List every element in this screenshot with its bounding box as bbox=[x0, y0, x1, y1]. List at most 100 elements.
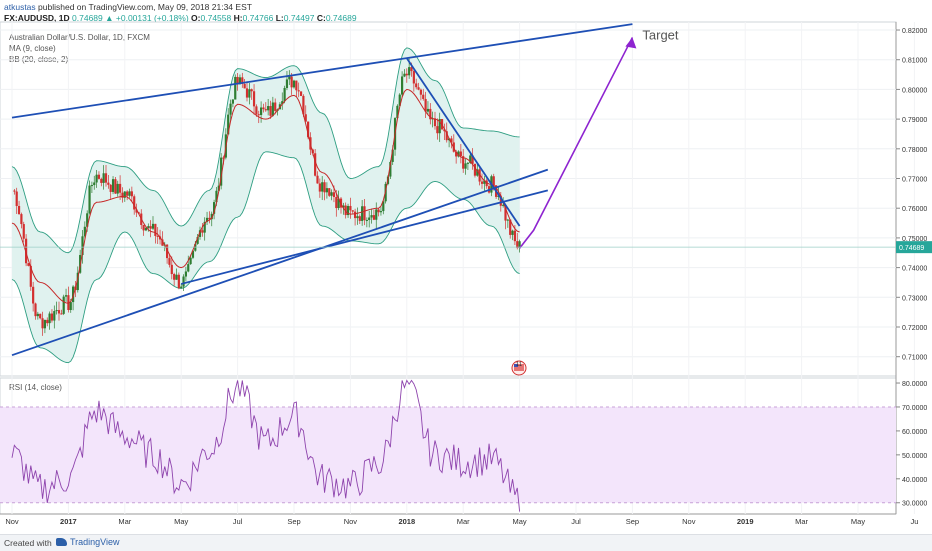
candle-body bbox=[229, 103, 232, 115]
candle-body bbox=[349, 205, 352, 211]
candle-body bbox=[231, 99, 234, 104]
candle-body bbox=[502, 204, 505, 206]
candle-body bbox=[41, 318, 44, 329]
candle-body bbox=[67, 295, 70, 310]
tradingview-logo[interactable]: TradingView bbox=[56, 537, 120, 547]
candle-body bbox=[351, 210, 354, 212]
candle-body bbox=[187, 264, 190, 272]
candle-body bbox=[480, 181, 484, 184]
x-tick-label: May bbox=[513, 517, 527, 526]
candle-body bbox=[121, 192, 124, 198]
candle-body bbox=[377, 209, 380, 213]
candle-body bbox=[252, 91, 256, 107]
candle-body bbox=[462, 156, 465, 169]
candle-body bbox=[504, 204, 507, 221]
x-tick-label: Mar bbox=[795, 517, 808, 526]
candle-body bbox=[509, 219, 512, 235]
rsi-tick-label: 70.0000 bbox=[902, 405, 927, 412]
price-tick-label: 0.71000 bbox=[902, 355, 927, 362]
candle-body bbox=[398, 94, 401, 106]
trendline bbox=[406, 57, 521, 227]
candle-body bbox=[365, 219, 368, 221]
candle-body bbox=[328, 188, 331, 196]
x-tick-label: Nov bbox=[5, 517, 19, 526]
candle-body bbox=[60, 313, 63, 315]
candle-body bbox=[415, 83, 418, 88]
candle-body bbox=[177, 274, 180, 289]
candle-body bbox=[86, 213, 89, 227]
candle-body bbox=[20, 214, 23, 225]
candle-body bbox=[363, 206, 366, 221]
candle-body bbox=[424, 98, 427, 112]
axes: 0.82000 0.81000 0.80000 0.79000 0.78000 0.770… bbox=[0, 28, 932, 526]
candle-body bbox=[438, 119, 441, 134]
candle-body bbox=[135, 209, 138, 213]
candle-body bbox=[27, 263, 30, 266]
candle-body bbox=[198, 230, 202, 237]
bollinger-bands bbox=[11, 47, 520, 364]
candle-body bbox=[213, 202, 216, 214]
created-with: Created with bbox=[4, 538, 52, 548]
candle-body bbox=[473, 163, 477, 176]
candle-body bbox=[72, 286, 75, 303]
candle-body bbox=[450, 138, 453, 143]
candle-body bbox=[43, 319, 46, 329]
candle-body bbox=[170, 264, 173, 275]
current-price-badge bbox=[896, 241, 932, 254]
publisher-name[interactable]: atkustas bbox=[4, 2, 36, 12]
legend-rsi[interactable]: RSI (14, close) bbox=[9, 383, 62, 392]
candle-body bbox=[318, 183, 321, 192]
rsi-tick-label: 30.0000 bbox=[902, 501, 927, 508]
candle-body bbox=[210, 213, 213, 220]
candle-body bbox=[144, 227, 148, 231]
candle-body bbox=[356, 216, 359, 219]
footer: Created with TradingView bbox=[0, 534, 932, 551]
price-tick-label: 0.77000 bbox=[902, 177, 927, 184]
close-value: 0.74689 bbox=[325, 13, 357, 23]
candle-body bbox=[379, 211, 383, 213]
candle-body bbox=[189, 257, 192, 265]
candle-body bbox=[466, 162, 469, 164]
publish-line: atkustas published on TradingView.com, M… bbox=[4, 2, 252, 12]
candle-body bbox=[22, 224, 25, 239]
x-tick-label: May bbox=[851, 517, 865, 526]
x-tick-label: 2019 bbox=[737, 517, 754, 526]
candle-body bbox=[436, 126, 439, 134]
candle-body bbox=[201, 230, 204, 233]
x-tick-label: 2017 bbox=[60, 517, 77, 526]
low-value: 0.74497 bbox=[283, 13, 315, 23]
rsi-series bbox=[11, 379, 521, 512]
price-tick-label: 0.81000 bbox=[902, 58, 927, 65]
candle-body bbox=[408, 67, 411, 76]
candle-body bbox=[116, 183, 119, 194]
candle-body bbox=[295, 80, 298, 91]
candle-body bbox=[208, 217, 211, 220]
candle-body bbox=[29, 265, 32, 287]
candle-body bbox=[412, 71, 415, 84]
candle-body bbox=[114, 179, 117, 194]
candle-body bbox=[250, 89, 253, 92]
candle-body bbox=[17, 205, 21, 215]
candle-body bbox=[81, 236, 84, 256]
candle-body bbox=[149, 226, 152, 229]
candle-body bbox=[464, 163, 467, 169]
candle-body bbox=[25, 238, 28, 264]
candle-body bbox=[419, 89, 422, 95]
candle-body bbox=[32, 286, 35, 304]
candle-body bbox=[104, 173, 108, 183]
candle-body bbox=[34, 303, 37, 317]
legend-ma[interactable]: MA (9, close) bbox=[9, 44, 56, 53]
x-tick-label: Jul bbox=[571, 517, 581, 526]
event-flag-icon: 11 bbox=[511, 360, 527, 376]
target-arrow bbox=[518, 37, 634, 249]
candle-body bbox=[361, 206, 364, 221]
candle-body bbox=[302, 95, 305, 115]
candle-body bbox=[196, 236, 199, 244]
candle-body bbox=[372, 215, 375, 220]
candle-body bbox=[506, 219, 509, 221]
x-tick-label: Ju bbox=[910, 517, 918, 526]
candle-body bbox=[274, 102, 277, 111]
candle-body bbox=[375, 209, 378, 220]
rsi-band bbox=[0, 406, 896, 504]
